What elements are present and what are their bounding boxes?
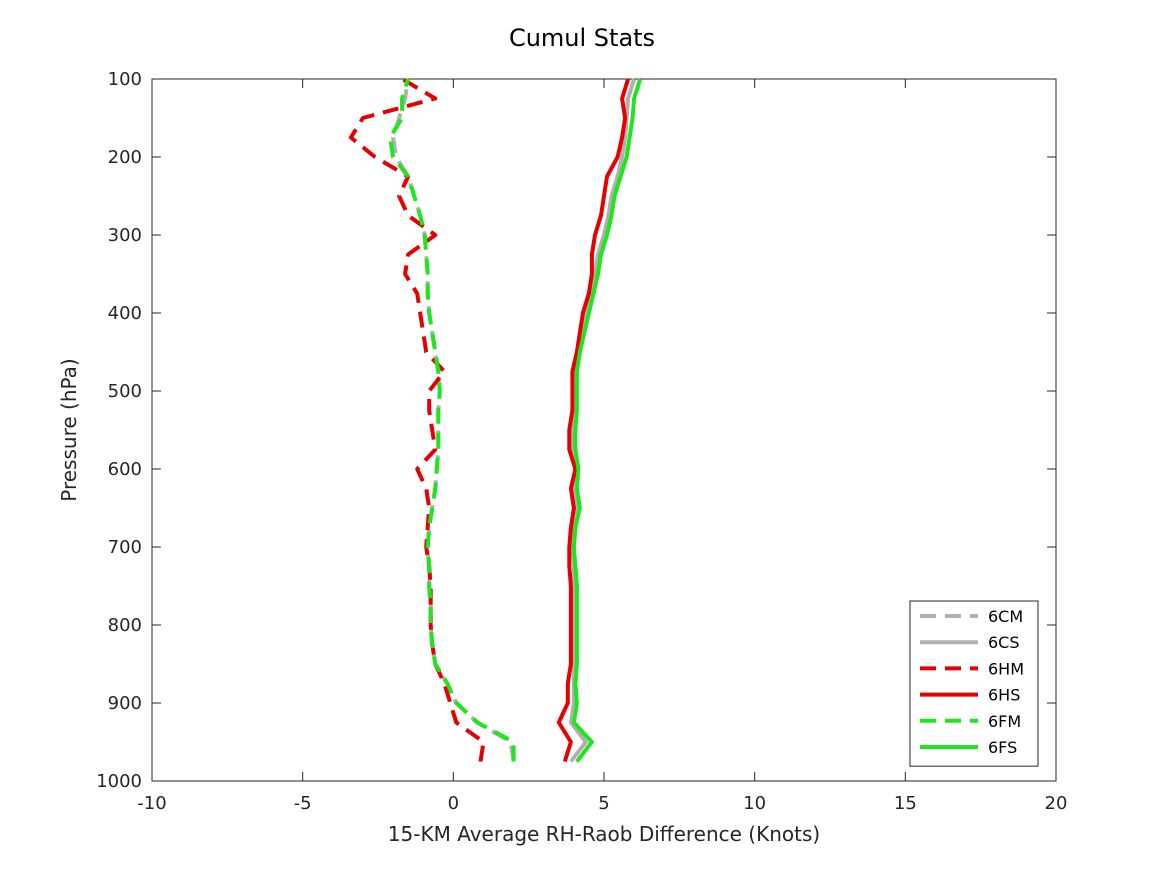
legend-label: 6HM — [988, 659, 1024, 678]
y-tick-label: 700 — [108, 537, 142, 558]
series-line-6fm — [388, 78, 516, 762]
x-tick-label: -10 — [137, 793, 166, 814]
y-tick-label: 500 — [108, 381, 142, 402]
x-tick-label: 5 — [598, 793, 609, 814]
series-layer — [348, 77, 643, 763]
series-line-6hs — [556, 78, 631, 763]
legend-label: 6CM — [988, 607, 1023, 626]
legend-box — [909, 600, 1039, 767]
axis-ticks: -10 -5 0 5 10 15 20 100 200 300 400 500 600 700 800 900… — [96, 69, 1067, 814]
legend-label: 6HS — [988, 686, 1020, 705]
y-tick-label: 800 — [108, 615, 142, 636]
x-tick-label: 20 — [1045, 793, 1068, 814]
y-tick-label: 200 — [108, 147, 142, 168]
legend-label: 6FS — [988, 738, 1017, 757]
x-tick-label: 0 — [448, 793, 459, 814]
series-line-6fs — [571, 78, 643, 763]
x-tick-label: -5 — [294, 793, 312, 814]
x-tick-label: 15 — [894, 793, 917, 814]
y-tick-label: 900 — [108, 693, 142, 714]
legend-label: 6FM — [988, 712, 1021, 731]
y-tick-label: 600 — [108, 459, 142, 480]
x-axis-title: 15-KM Average RH-Raob Difference (Knots) — [388, 822, 820, 846]
x-tick-label: 10 — [743, 793, 766, 814]
legend: 6CM 6CS 6HM 6HS 6FM 6FS — [909, 600, 1039, 767]
chart-title: Cumul Stats — [509, 24, 655, 52]
y-tick-label: 100 — [108, 69, 142, 90]
y-tick-label: 1000 — [96, 771, 142, 792]
series-line-6cs — [568, 78, 637, 763]
y-axis-title: Pressure (hPa) — [57, 358, 81, 501]
y-tick-label: 300 — [108, 225, 142, 246]
y-tick-label: 400 — [108, 303, 142, 324]
legend-label: 6CS — [988, 633, 1020, 652]
